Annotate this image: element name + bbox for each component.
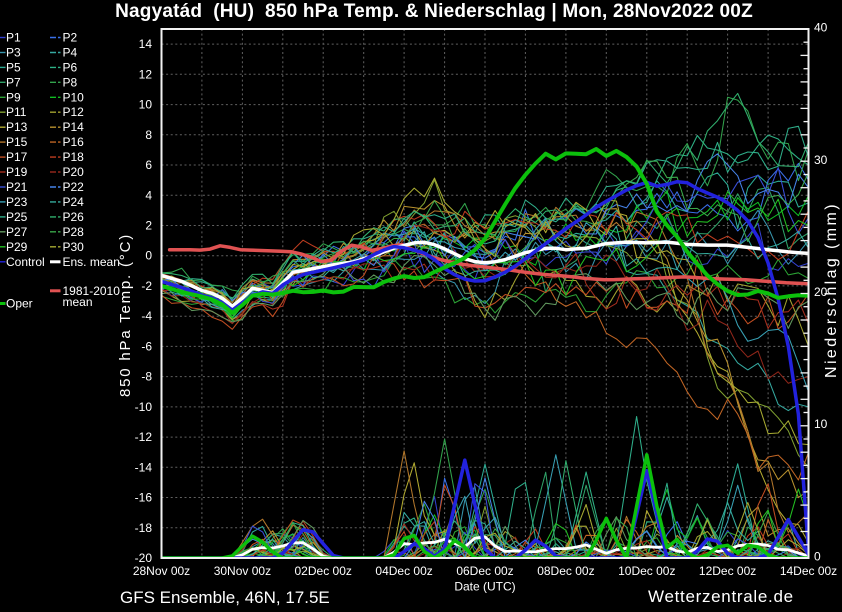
svg-text:P3: P3 [6,46,21,60]
svg-text:P28: P28 [63,225,85,239]
svg-text:30Nov 00z: 30Nov 00z [214,564,271,578]
svg-text:-6: -6 [141,339,152,353]
svg-text:P4: P4 [63,46,78,60]
svg-text:P18: P18 [63,150,85,164]
svg-text:2: 2 [145,219,152,233]
svg-text:P20: P20 [63,165,85,179]
svg-text:30: 30 [814,153,828,167]
svg-text:20: 20 [814,285,828,299]
svg-text:06Dec 00z: 06Dec 00z [456,564,513,578]
svg-text:P26: P26 [63,210,85,224]
svg-text:28Nov 00z: 28Nov 00z [133,564,190,578]
svg-text:-16: -16 [135,491,153,505]
svg-text:10: 10 [139,98,153,112]
svg-text:P6: P6 [63,60,78,74]
svg-text:0: 0 [814,550,821,564]
svg-text:P11: P11 [6,105,27,119]
svg-text:12: 12 [139,67,153,81]
svg-text:-12: -12 [135,430,153,444]
svg-text:Oper: Oper [6,297,33,311]
svg-text:P8: P8 [63,75,78,89]
svg-text:14: 14 [139,37,153,51]
svg-text:P5: P5 [6,60,21,74]
svg-text:P7: P7 [6,75,21,89]
svg-text:P25: P25 [6,210,28,224]
svg-text:P2: P2 [63,31,78,45]
svg-text:P15: P15 [6,135,28,149]
svg-text:0: 0 [145,249,152,263]
svg-text:P1: P1 [6,31,21,45]
svg-text:850 hPa Temp. (°C): 850 hPa Temp. (°C) [117,233,134,397]
svg-text:P14: P14 [63,120,85,134]
svg-text:P29: P29 [6,240,28,254]
svg-text:P21: P21 [6,180,28,194]
svg-text:Control: Control [6,255,45,269]
svg-text:P24: P24 [63,195,85,209]
svg-text:40: 40 [814,21,828,35]
svg-text:P23: P23 [6,195,28,209]
svg-text:14Dec 00z: 14Dec 00z [780,564,837,578]
svg-text:-8: -8 [141,370,152,384]
svg-text:P22: P22 [63,180,85,194]
svg-text:10: 10 [814,417,828,431]
svg-text:P10: P10 [63,90,85,104]
svg-text:10Dec 00z: 10Dec 00z [618,564,675,578]
svg-text:Ens. mean: Ens. mean [63,255,120,269]
svg-text:P16: P16 [63,135,85,149]
svg-text:8: 8 [145,128,152,142]
svg-text:04Dec 00z: 04Dec 00z [375,564,432,578]
svg-text:Niederschlag (mm): Niederschlag (mm) [823,202,840,378]
svg-text:P27: P27 [6,225,28,239]
svg-text:P30: P30 [63,240,85,254]
svg-text:Date (UTC): Date (UTC) [454,580,515,594]
svg-text:12Dec 00z: 12Dec 00z [699,564,756,578]
svg-text:-10: -10 [135,400,153,414]
svg-text:P9: P9 [6,90,21,104]
svg-text:-18: -18 [135,521,153,535]
svg-text:4: 4 [145,188,152,202]
svg-text:-14: -14 [135,460,153,474]
svg-text:6: 6 [145,158,152,172]
svg-text:P19: P19 [6,165,28,179]
svg-text:1981-2010: 1981-2010 [63,284,121,298]
svg-text:P12: P12 [63,105,85,119]
svg-text:08Dec 00z: 08Dec 00z [537,564,594,578]
svg-text:P13: P13 [6,120,28,134]
svg-text:-4: -4 [141,309,152,323]
svg-text:P17: P17 [6,150,28,164]
svg-text:mean: mean [63,295,93,309]
svg-text:02Dec 00z: 02Dec 00z [295,564,352,578]
svg-text:-2: -2 [141,279,152,293]
svg-text:-20: -20 [135,551,153,565]
